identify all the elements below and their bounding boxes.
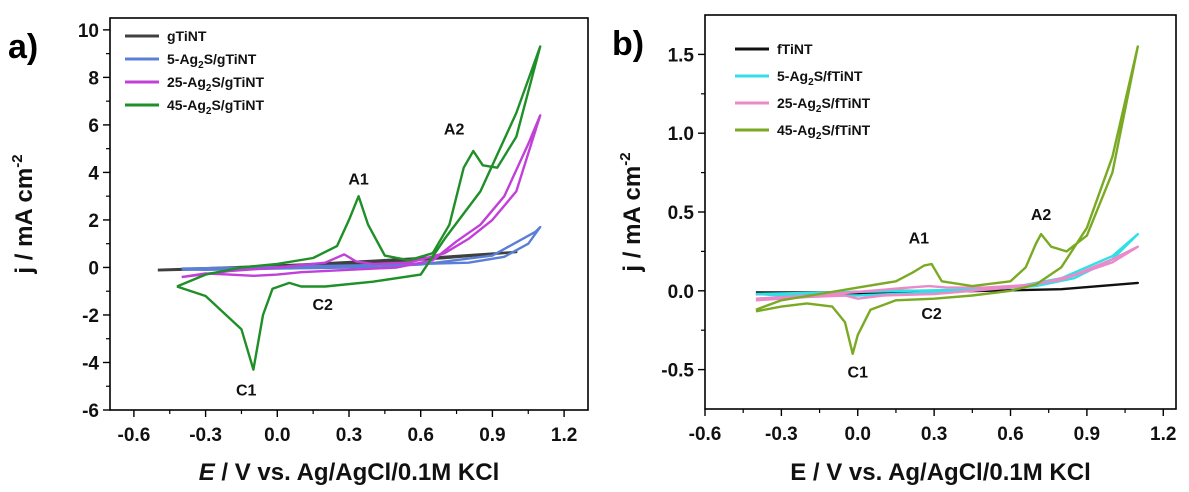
- legend-entry: 5-Ag2S/fTiNT: [777, 68, 863, 88]
- panel-label: b): [612, 25, 644, 63]
- y-tick-label: -2: [82, 306, 99, 327]
- series-line-25-Ag2S/gTiNT: [181, 114, 542, 279]
- series-line-5-Ag2S/fTiNT: [755, 232, 1139, 297]
- legend-entry: 45-Ag2S/fTiNT: [777, 122, 871, 142]
- x-tick-label: 1.2: [1150, 424, 1176, 445]
- y-tick-label: 0.0: [668, 282, 694, 303]
- series-line-45-Ag2S/gTiNT: [176, 45, 542, 371]
- y-tick-label: 2: [88, 211, 99, 232]
- x-tick-label: -0.6: [689, 424, 722, 445]
- x-tick-label: 0.3: [336, 425, 362, 446]
- panel-label: a): [8, 28, 38, 66]
- legend-entry: 45-Ag2S/gTiNT: [167, 97, 265, 117]
- y-tick-label: -4: [82, 353, 99, 374]
- peak-annotation: C2: [921, 306, 942, 323]
- peak-annotation: A2: [444, 121, 465, 138]
- peak-annotation: A1: [909, 231, 930, 248]
- y-tick-label: 10: [78, 21, 99, 42]
- y-tick-label: 0.5: [668, 203, 695, 224]
- y-tick-label: 6: [88, 116, 99, 137]
- x-tick-label: -0.3: [189, 425, 222, 446]
- y-axis-label: j / mA cm-2: [617, 152, 646, 272]
- x-axis-label: E / V vs. Ag/AgCl/0.1M KCl: [199, 459, 500, 486]
- y-tick-label: 4: [88, 163, 99, 184]
- chart-panel-b: -0.6 -0.3 0.0 0.3 0.6 0.9 1.2 -0.5 0.0 0.5 1.0 1.5 f…: [612, 14, 1177, 486]
- legend-entry: 25-Ag2S/fTiNT: [777, 95, 871, 115]
- x-tick-label: 0.6: [997, 424, 1023, 445]
- plot-frame: [704, 14, 1177, 410]
- y-tick-label: 1.0: [668, 124, 694, 145]
- legend-entry: 5-Ag2S/gTiNT: [167, 51, 257, 71]
- legend-entry: gTiNT: [167, 28, 207, 44]
- series-group: [157, 45, 542, 371]
- peak-annotation: C1: [848, 364, 869, 381]
- y-tick-label: 8: [88, 68, 99, 89]
- x-tick-label: 1.2: [551, 425, 577, 446]
- peak-annotation: A2: [1031, 207, 1052, 224]
- series-line-45-Ag2S/fTiNT: [755, 45, 1139, 355]
- x-tick-label: 0.9: [1074, 424, 1100, 445]
- y-tick-label: 1.5: [668, 45, 695, 66]
- y-tick-label: 0: [88, 258, 99, 279]
- y-tick-label: -0.5: [661, 361, 694, 382]
- series-line-5-Ag2S/gTiNT: [181, 225, 542, 271]
- x-tick-label: 0.6: [407, 425, 433, 446]
- peak-annotation: A1: [348, 171, 369, 188]
- x-tick-label: 0.0: [845, 424, 871, 445]
- legend-entry: fTiNT: [777, 41, 813, 57]
- peak-annotation: C1: [236, 383, 257, 400]
- x-tick-label: -0.3: [765, 424, 798, 445]
- x-axis-label: E / V vs. Ag/AgCl/0.1M KCl: [790, 459, 1091, 486]
- legend-entry: 25-Ag2S/gTiNT: [167, 74, 265, 94]
- x-tick-label: 0.9: [479, 425, 505, 446]
- y-axis-label: j / mA cm-2: [9, 154, 38, 274]
- x-tick-label: 0.3: [921, 424, 947, 445]
- x-tick-label: -0.6: [118, 425, 151, 446]
- series-group: [755, 45, 1139, 355]
- chart-panel-a: -0.6 -0.3 0.0 0.3 0.6 0.9 1.2 -6 -4 -2 0 2 4 6 8 10 gTiN…: [8, 17, 589, 486]
- peak-annotation: C2: [312, 297, 333, 314]
- x-tick-label: 0.0: [264, 425, 290, 446]
- y-tick-label: -6: [82, 401, 99, 422]
- series-line-25-Ag2S/fTiNT: [755, 245, 1139, 302]
